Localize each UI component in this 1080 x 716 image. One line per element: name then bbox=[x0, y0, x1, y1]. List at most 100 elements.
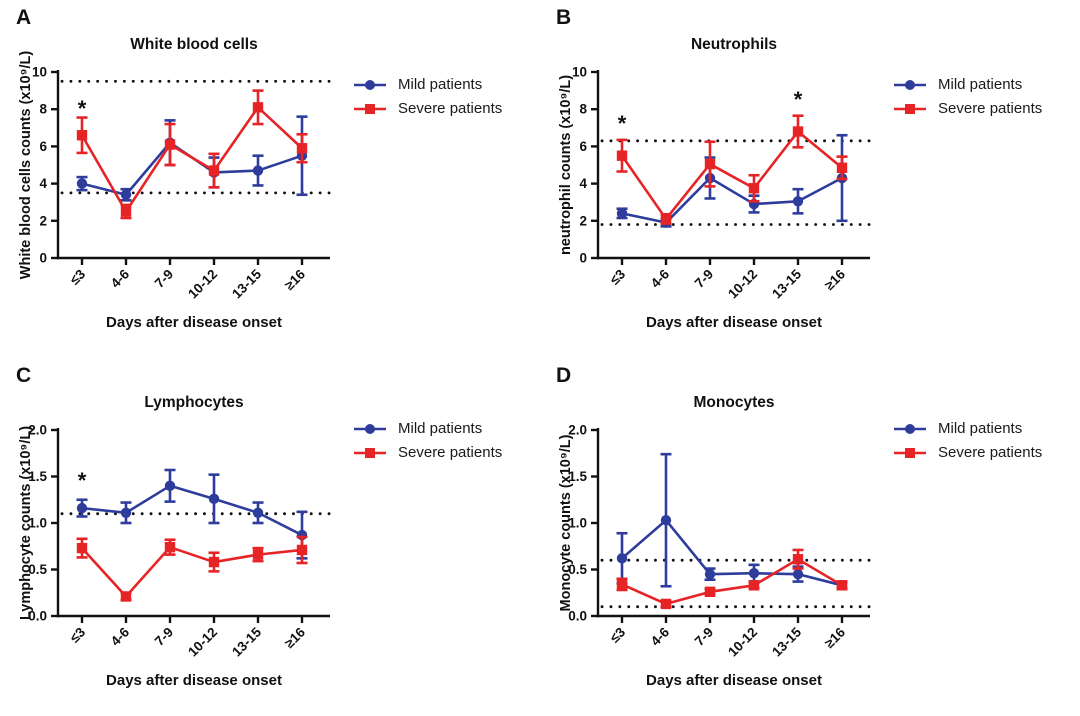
x-tick-label: 7-9 bbox=[152, 625, 176, 649]
plot-area-monocytes: 0.0 0.5 1.0 1.5 2.0 ≤3 4-6 7-9 10-12 13-15 ≥16 bbox=[568, 423, 872, 660]
data-point-square bbox=[836, 162, 848, 173]
severe-patients-marker-icon bbox=[894, 103, 926, 114]
data-point-square bbox=[120, 206, 132, 217]
x-tick-label: 10-12 bbox=[185, 625, 220, 660]
series-severe-patients bbox=[76, 535, 308, 602]
severe-patients-marker-icon bbox=[894, 447, 926, 458]
panel-monocytes: 0.0 0.5 1.0 1.5 2.0 ≤3 4-6 7-9 10-12 13-15 ≥16 D M… bbox=[540, 358, 1080, 716]
data-point-circle bbox=[120, 507, 132, 518]
series-severe-patients bbox=[616, 548, 848, 610]
data-point-square bbox=[616, 579, 628, 590]
mild-patients-marker-icon bbox=[894, 423, 926, 434]
series-severe-patients bbox=[76, 89, 308, 220]
y-tick-label: 1.5 bbox=[568, 469, 587, 484]
x-tick-label: ≥16 bbox=[282, 624, 309, 651]
legend-label: Severe patients bbox=[938, 100, 1043, 117]
data-point-circle bbox=[704, 568, 716, 580]
x-axis-label: Days after disease onset bbox=[646, 672, 822, 689]
data-point-square bbox=[252, 549, 264, 560]
series-line bbox=[621, 518, 843, 587]
data-point-square bbox=[704, 586, 716, 598]
y-tick-label: 4 bbox=[579, 176, 587, 191]
series-line bbox=[81, 484, 303, 537]
data-point-circle bbox=[616, 553, 628, 564]
x-tick-label: ≤3 bbox=[67, 624, 89, 646]
legend-item-severe: Severe patients bbox=[892, 444, 1042, 461]
x-tick-label: 13-15 bbox=[229, 266, 264, 301]
series-line bbox=[621, 176, 843, 224]
data-point-square bbox=[660, 598, 672, 610]
series-mild-patients bbox=[616, 133, 848, 228]
data-point-square bbox=[616, 150, 628, 161]
chart-title: White blood cells bbox=[130, 36, 258, 53]
chart-title: Lymphocytes bbox=[144, 394, 244, 411]
legend: Mild patients Severe patients bbox=[892, 76, 1042, 117]
y-tick-label: 0 bbox=[39, 251, 47, 266]
data-point-square bbox=[704, 158, 716, 170]
series-line bbox=[80, 106, 303, 213]
data-point-square bbox=[836, 580, 848, 591]
x-tick-label: ≤3 bbox=[67, 266, 89, 288]
series-line bbox=[621, 557, 843, 606]
series-line bbox=[81, 545, 303, 598]
y-tick-label: 10 bbox=[572, 65, 587, 80]
mild-patients-marker-icon bbox=[354, 79, 386, 90]
data-point-square bbox=[792, 126, 804, 137]
x-tick-label: 4-6 bbox=[648, 266, 673, 291]
y-tick-label: 2 bbox=[39, 213, 47, 228]
data-point-square bbox=[208, 165, 220, 176]
y-tick-label: 0 bbox=[579, 251, 587, 266]
data-point-circle bbox=[120, 189, 132, 200]
x-axis-label: Days after disease onset bbox=[106, 314, 282, 331]
x-tick-label: 4-6 bbox=[108, 266, 133, 291]
panel-letter: D bbox=[556, 364, 572, 387]
y-axis-label: White blood cells counts (x10⁹/L) bbox=[18, 50, 34, 280]
data-point-square bbox=[296, 143, 308, 154]
x-tick-label: 7-9 bbox=[692, 267, 716, 291]
legend: Mild patients Severe patients bbox=[892, 420, 1042, 461]
legend-item-severe: Severe patients bbox=[892, 100, 1042, 117]
legend-label: Mild patients bbox=[938, 420, 1023, 437]
significance-star: * bbox=[618, 111, 627, 136]
y-tick-label: 6 bbox=[39, 139, 47, 154]
data-point-square bbox=[296, 544, 308, 556]
y-axis-label: Lymphocyte counts (x10⁹/L) bbox=[18, 425, 34, 621]
panel-neutrophils: 0 2 4 6 8 10 ≤3 4-6 7-9 10-12 13-15 ≥16 * * B Neutrop… bbox=[540, 0, 1080, 358]
data-point-circle bbox=[792, 196, 804, 207]
legend-label: Severe patients bbox=[398, 444, 503, 461]
x-tick-label: ≥16 bbox=[282, 266, 309, 293]
plot-area-white-blood-cells: 0 2 4 6 8 10 ≤3 4-6 7-9 10-12 13-15 ≥16 * bbox=[32, 65, 332, 302]
data-point-circle bbox=[252, 165, 264, 176]
y-tick-label: 0.0 bbox=[28, 609, 47, 624]
x-tick-label: 4-6 bbox=[108, 624, 133, 649]
legend-item-mild: Mild patients bbox=[892, 76, 1042, 93]
data-point-circle bbox=[76, 502, 88, 514]
data-point-square bbox=[164, 139, 176, 150]
y-tick-label: 1.0 bbox=[568, 516, 587, 531]
data-point-square bbox=[208, 556, 220, 568]
y-tick-label: 10 bbox=[32, 65, 47, 80]
y-tick-label: 1.0 bbox=[28, 516, 47, 531]
plot-area-neutrophils: 0 2 4 6 8 10 ≤3 4-6 7-9 10-12 13-15 ≥16 * * bbox=[572, 65, 872, 302]
significance-star: * bbox=[78, 96, 87, 121]
data-point-square bbox=[748, 580, 760, 591]
y-tick-label: 0.5 bbox=[28, 562, 47, 577]
x-tick-label: ≥16 bbox=[822, 266, 849, 293]
y-tick-label: 2 bbox=[579, 213, 587, 228]
series-line bbox=[620, 130, 843, 221]
significance-star: * bbox=[78, 468, 87, 493]
data-point-circle bbox=[164, 480, 176, 491]
series-mild-patients bbox=[76, 468, 308, 560]
legend-label: Mild patients bbox=[398, 76, 483, 93]
x-tick-label: 10-12 bbox=[725, 625, 760, 660]
data-point-square bbox=[76, 542, 88, 554]
x-tick-label: 4-6 bbox=[648, 624, 673, 649]
y-tick-label: 8 bbox=[579, 102, 587, 117]
y-tick-label: 0.5 bbox=[568, 562, 587, 577]
legend-item-mild: Mild patients bbox=[352, 420, 502, 437]
legend-label: Severe patients bbox=[398, 100, 503, 117]
data-point-square bbox=[748, 183, 760, 194]
data-point-square bbox=[792, 554, 804, 565]
legend-label: Mild patients bbox=[938, 76, 1023, 93]
data-point-square bbox=[252, 102, 264, 113]
